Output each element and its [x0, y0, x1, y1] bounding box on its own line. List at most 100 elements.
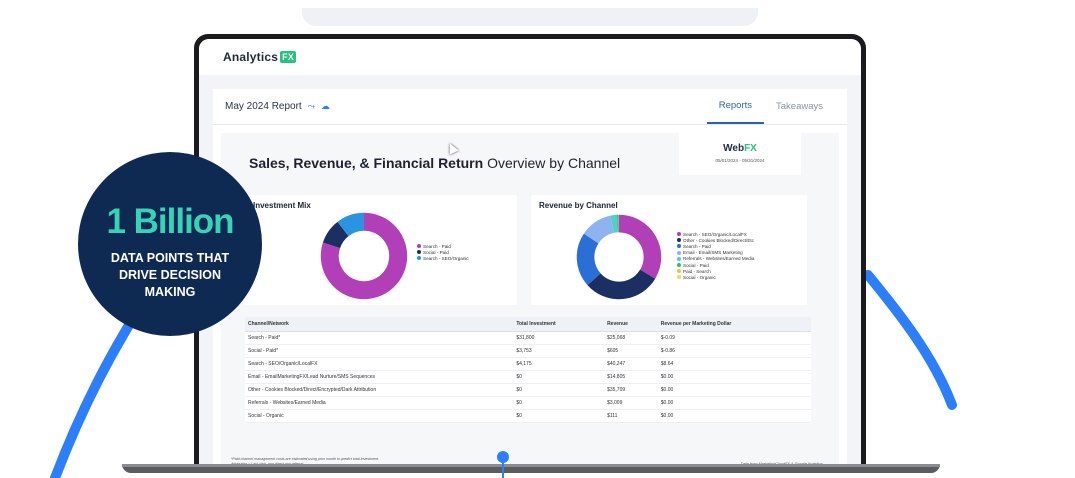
cell: $14,805 — [604, 370, 658, 384]
cell: Referrals - Websites/Earned Media — [245, 396, 514, 410]
tab-takeaways[interactable]: Takeaways — [776, 101, 823, 112]
cell: $8.64 — [657, 357, 811, 371]
channel-table: Channel/Network Total Investment Revenue… — [245, 317, 811, 423]
badge-caption-line-3: MAKING — [144, 285, 196, 299]
cell: $0 — [513, 370, 605, 384]
cell: $31,800 — [513, 331, 605, 345]
report-tabs: Reports Takeaways — [706, 89, 835, 124]
legend-item: Search - SEO/Organic/LocalFX — [677, 231, 754, 237]
cell: $111 — [604, 409, 658, 423]
mouse-cursor-icon — [445, 141, 459, 155]
table-row: Social - Paid* $3,753 $605 $-0.86 — [245, 344, 811, 358]
table-row: Referrals - Websites/Earned Media $0 $3,00… — [245, 396, 811, 410]
legend-label: Other - Cookies Blocked/Direct/Etc — [683, 237, 754, 243]
legend-label: Search - Paid — [683, 243, 711, 249]
col-investment: Total Investment — [513, 317, 605, 332]
laptop-base — [122, 464, 940, 473]
date-range: 05/01/2024 - 05/31/2024 — [715, 158, 765, 163]
share-icon[interactable]: ⤳ — [307, 101, 315, 111]
report-title: May 2024 Report — [225, 101, 302, 112]
brand-name-accent: FX — [744, 143, 757, 154]
legend-label: Referrals - Websites/Earned Media — [683, 256, 755, 262]
legend-item: Search - SEO/Organic — [417, 255, 469, 261]
cell: $-0.09 — [657, 331, 811, 345]
legend-item: Paid - Search — [677, 268, 754, 274]
legend-swatch — [677, 256, 681, 261]
cell: Other - Cookies Blocked/Direct/Encrypted… — [245, 383, 514, 397]
legend-swatch — [677, 244, 681, 249]
cell: Social - Organic — [245, 409, 514, 423]
donut-slice-1-2 — [576, 233, 601, 286]
tab-reports[interactable]: Reports — [706, 89, 764, 124]
donut-slice-0-2 — [337, 212, 365, 237]
donut-slice-1-3 — [583, 215, 615, 244]
badge-caption: DATA POINTS THAT DRIVE DECISION MAKING — [78, 250, 262, 301]
legend-label: Search - SEO/Organic — [423, 255, 469, 261]
cell: $0.00 — [657, 383, 811, 397]
col-revenue-per-dollar: Revenue per Marketing Dollar — [657, 317, 811, 332]
badge-caption-line-1: DATA POINTS THAT — [110, 251, 230, 265]
report-body: Sales, Revenue, & Financial Return Overv… — [221, 133, 839, 470]
cell: $0 — [513, 396, 605, 410]
investment-mix-donut — [320, 212, 408, 300]
legend-swatch — [417, 256, 421, 261]
cell: $35,709 — [604, 383, 658, 397]
legend-item: Search - Paid — [417, 243, 469, 249]
legend-item: Social - Organic — [677, 274, 754, 280]
badge-caption-line-2: DRIVE DECISION — [118, 268, 222, 282]
report-heading-rest: Overview by Channel — [483, 155, 621, 171]
cell: Search - SEO/Organic/LocalFX — [245, 357, 514, 371]
revenue-by-channel-legend: Search - SEO/Organic/LocalFX Other - Cook… — [677, 231, 754, 281]
cloud-download-icon[interactable]: ☁ — [320, 101, 330, 111]
donut-slice-1-1 — [587, 269, 656, 300]
cell: $25,068 — [604, 331, 658, 345]
app-header: Analytics FX — [199, 39, 861, 75]
table-row: Search - Paid* $31,800 $25,068 $-0.09 — [245, 331, 811, 345]
legend-swatch — [677, 250, 681, 255]
table-row: Search - SEO/Organic/LocalFX $4,175 $40,24… — [245, 357, 811, 371]
logo-text: Analytics — [223, 50, 279, 64]
table-row: Social - Organic $0 $111 $0.00 — [245, 409, 811, 423]
legend-swatch — [677, 238, 681, 243]
pin-stem — [502, 458, 504, 478]
footnote-line-1: *Paid channel management costs are estim… — [231, 457, 380, 461]
report-panel: May 2024 Report ⤳ ☁ Reports Takeaways Sa… — [213, 89, 847, 470]
legend-item: Email - Email/SMS Marketing — [677, 250, 754, 256]
legend-swatch — [677, 275, 681, 280]
cell: $40,247 — [604, 357, 658, 371]
legend-label: Search - SEO/Organic/LocalFX — [683, 231, 747, 237]
analyticsfx-logo[interactable]: Analytics FX — [223, 50, 297, 64]
cell: $0.00 — [657, 409, 811, 423]
legend-label: Email - Email/SMS Marketing — [683, 250, 743, 256]
donut-slice-0-1 — [322, 221, 349, 249]
legend-label: Social - Paid — [683, 262, 709, 268]
logo-badge: FX — [280, 51, 297, 63]
donut-slice-1-0 — [618, 214, 662, 279]
top-background-card — [302, 8, 758, 26]
cell: $605 — [604, 344, 658, 358]
report-heading: Sales, Revenue, & Financial Return Overv… — [249, 155, 620, 171]
table-row: Email - EmailMarketingFX/Lead Nurture/SM… — [245, 370, 811, 384]
donut-slice-1-4 — [610, 214, 618, 233]
pin-dot-icon — [497, 451, 509, 463]
col-channel: Channel/Network — [245, 317, 514, 332]
donut-slice-0-0 — [320, 212, 408, 300]
report-header: May 2024 Report ⤳ ☁ Reports Takeaways — [213, 89, 847, 125]
cell: $0 — [513, 409, 605, 423]
legend-item: Referrals - Websites/Earned Media — [677, 256, 754, 262]
legend-swatch — [677, 269, 681, 274]
laptop-base-lip — [122, 464, 940, 467]
app-window: Analytics FX May 2024 Report ⤳ ☁ Reports… — [199, 39, 861, 470]
legend-item: Other - Cookies Blocked/Direct/Etc — [677, 237, 754, 243]
legend-item: Social - Paid — [417, 249, 469, 255]
legend-swatch — [417, 250, 421, 255]
col-revenue: Revenue — [604, 317, 658, 332]
revenue-by-channel-title: Revenue by Channel — [539, 201, 618, 210]
cell: $3,009 — [604, 396, 658, 410]
legend-swatch — [417, 244, 421, 249]
laptop-screen: Analytics FX May 2024 Report ⤳ ☁ Reports… — [194, 34, 866, 470]
legend-label: Social - Organic — [683, 274, 716, 280]
legend-item: Search - Paid — [677, 243, 754, 249]
investment-mix-legend: Search - Paid Social - Paid Search - SEO/O… — [417, 243, 469, 262]
legend-swatch — [677, 263, 681, 268]
